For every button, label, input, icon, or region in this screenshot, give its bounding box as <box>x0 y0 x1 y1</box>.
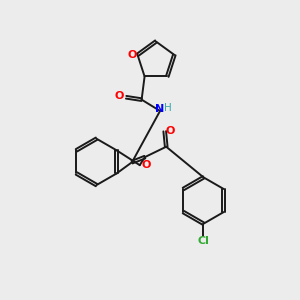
Text: H: H <box>164 103 172 113</box>
Text: Cl: Cl <box>198 236 209 246</box>
Text: N: N <box>154 104 164 115</box>
Text: O: O <box>142 160 151 170</box>
Text: O: O <box>128 50 137 60</box>
Text: O: O <box>165 126 175 136</box>
Text: O: O <box>115 91 124 101</box>
